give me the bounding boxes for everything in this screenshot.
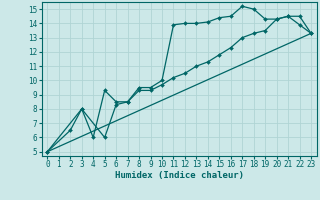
X-axis label: Humidex (Indice chaleur): Humidex (Indice chaleur)	[115, 171, 244, 180]
